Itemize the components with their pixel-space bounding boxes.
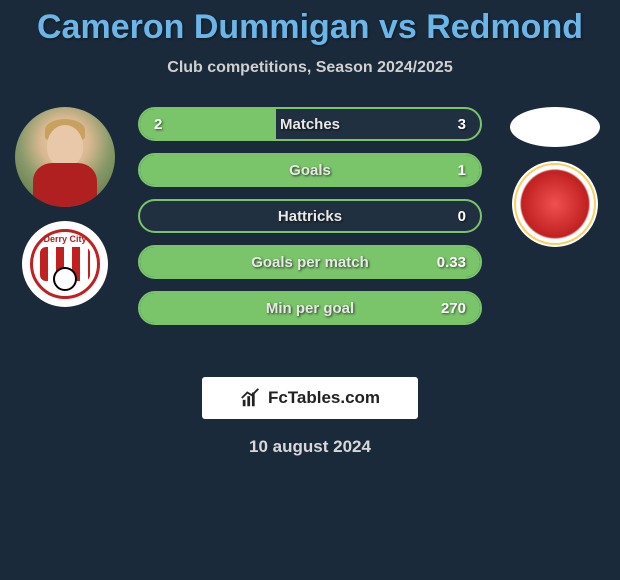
main-comparison-area: Derry City 2Matches3 Goals1 Hattricks0 Goal… — [0, 107, 620, 357]
stat-value-right: 0 — [458, 208, 466, 225]
stat-row: Goals1 — [138, 153, 482, 187]
stat-label: Min per goal — [140, 300, 480, 317]
stat-value-right: 0.33 — [437, 254, 466, 271]
player-left-photo — [15, 107, 115, 207]
date-label: 10 august 2024 — [0, 437, 620, 457]
stat-label: Goals per match — [140, 254, 480, 271]
comparison-title: Cameron Dummigan vs Redmond — [0, 0, 620, 47]
branding-text: FcTables.com — [268, 388, 380, 408]
stat-value-right: 1 — [458, 162, 466, 179]
player-right-placeholder — [510, 107, 600, 147]
chart-icon — [240, 387, 262, 409]
player-left-column: Derry City — [10, 107, 120, 307]
stat-label: Matches — [140, 116, 480, 133]
stat-row: Hattricks0 — [138, 199, 482, 233]
branding-badge: FcTables.com — [202, 377, 418, 419]
stat-row: 2Matches3 — [138, 107, 482, 141]
stat-row: Min per goal270 — [138, 291, 482, 325]
player-left-club-name: Derry City — [43, 234, 86, 244]
comparison-subtitle: Club competitions, Season 2024/2025 — [0, 59, 620, 77]
stat-value-right: 3 — [458, 116, 466, 133]
player-left-club-badge: Derry City — [22, 221, 108, 307]
stat-value-right: 270 — [441, 300, 466, 317]
stat-label: Goals — [140, 162, 480, 179]
stats-table: 2Matches3 Goals1 Hattricks0 Goals per match… — [138, 107, 482, 325]
player-right-club-badge — [512, 161, 598, 247]
stat-row: Goals per match0.33 — [138, 245, 482, 279]
stat-label: Hattricks — [140, 208, 480, 225]
player-right-column — [500, 107, 610, 247]
